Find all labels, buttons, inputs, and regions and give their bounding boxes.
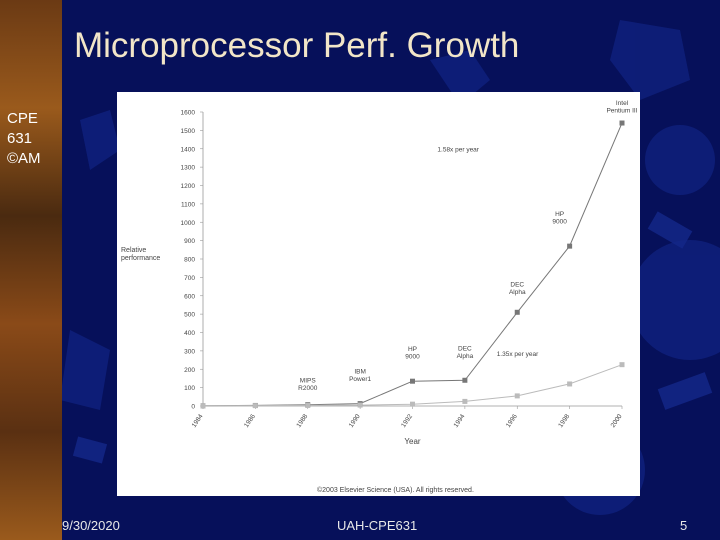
series-line-2 (202, 364, 623, 407)
data-point (305, 402, 311, 408)
annotation-label: MIPS R2000 (298, 378, 318, 393)
data-point (462, 377, 468, 383)
y-tick-label: 1300 (181, 165, 196, 172)
x-tick-label: 1986 (243, 413, 257, 429)
y-tick-label: 0 (191, 404, 195, 411)
data-point (567, 243, 573, 249)
footer-page-number: 5 (680, 518, 688, 533)
data-point (410, 401, 415, 407)
y-tick-label: 200 (184, 367, 195, 374)
y-tick-label: 1500 (181, 128, 196, 135)
y-tick-label: 100 (184, 385, 195, 392)
annotation-label: HP 9000 (552, 211, 567, 226)
data-point (619, 362, 625, 368)
data-point (567, 381, 573, 387)
data-point (410, 378, 415, 384)
annotation-label: 1.35x per year (497, 351, 539, 358)
side-label: CPE 631 ©AM (7, 110, 41, 167)
x-tick-label: 1992 (400, 413, 414, 429)
series-line-1 (202, 122, 623, 407)
y-tick-label: 1200 (181, 183, 196, 190)
y-tick-label: 500 (184, 312, 195, 319)
data-point (200, 403, 206, 409)
x-tick-label: 1984 (191, 413, 205, 429)
data-point (514, 309, 520, 315)
data-point (252, 403, 258, 409)
data-point (357, 402, 363, 408)
y-tick-label: 1100 (181, 201, 195, 208)
data-point (514, 393, 520, 399)
data-point (462, 398, 468, 404)
copyright-note: ©2003 Elsevier Science (USA). All rights… (317, 486, 474, 494)
x-tick-label: 1988 (295, 413, 309, 429)
y-tick-label: 400 (184, 330, 195, 337)
y-axis-label: Relative performance (121, 247, 160, 262)
x-tick-label: 1990 (348, 413, 362, 429)
footer-course: UAH-CPE631 (337, 518, 418, 533)
annotation-label: 1.58x per year (437, 146, 479, 153)
data-point (619, 120, 625, 126)
x-tick-label: 1994 (452, 413, 466, 429)
annotation-label: IBM Power1 (349, 369, 371, 384)
y-tick-label: 900 (184, 238, 195, 245)
slide-title: Microprocessor Perf. Growth (74, 26, 520, 65)
y-tick-label: 700 (184, 275, 195, 282)
decorative-side-strip (0, 0, 62, 540)
y-tick-label: 1600 (181, 110, 196, 117)
y-tick-label: 1000 (181, 220, 196, 227)
annotation-label: DEC Alpha (457, 345, 474, 360)
footer-date: 9/30/2020 (62, 518, 120, 533)
y-tick-label: 300 (184, 348, 195, 355)
performance-chart: 0 100 200 300 400 500 600 700 800 900 1000 1100 1200… (121, 100, 638, 494)
y-tick-label: 1400 (181, 146, 196, 153)
annotation-label: Intel Pentium III (606, 100, 637, 115)
x-tick-label: 1998 (557, 413, 571, 429)
annotation-label: HP 9000 (405, 346, 420, 361)
annotation-label: DEC Alpha (509, 281, 526, 296)
x-tick-label: 2000 (610, 413, 624, 429)
y-tick-label: 600 (184, 293, 195, 300)
y-tick-label: 800 (184, 257, 195, 264)
x-tick-label: 1996 (505, 413, 519, 429)
x-axis-label: Year (404, 437, 421, 446)
chart-panel: 0 100 200 300 400 500 600 700 800 900 1000 1100 1200… (117, 92, 640, 496)
